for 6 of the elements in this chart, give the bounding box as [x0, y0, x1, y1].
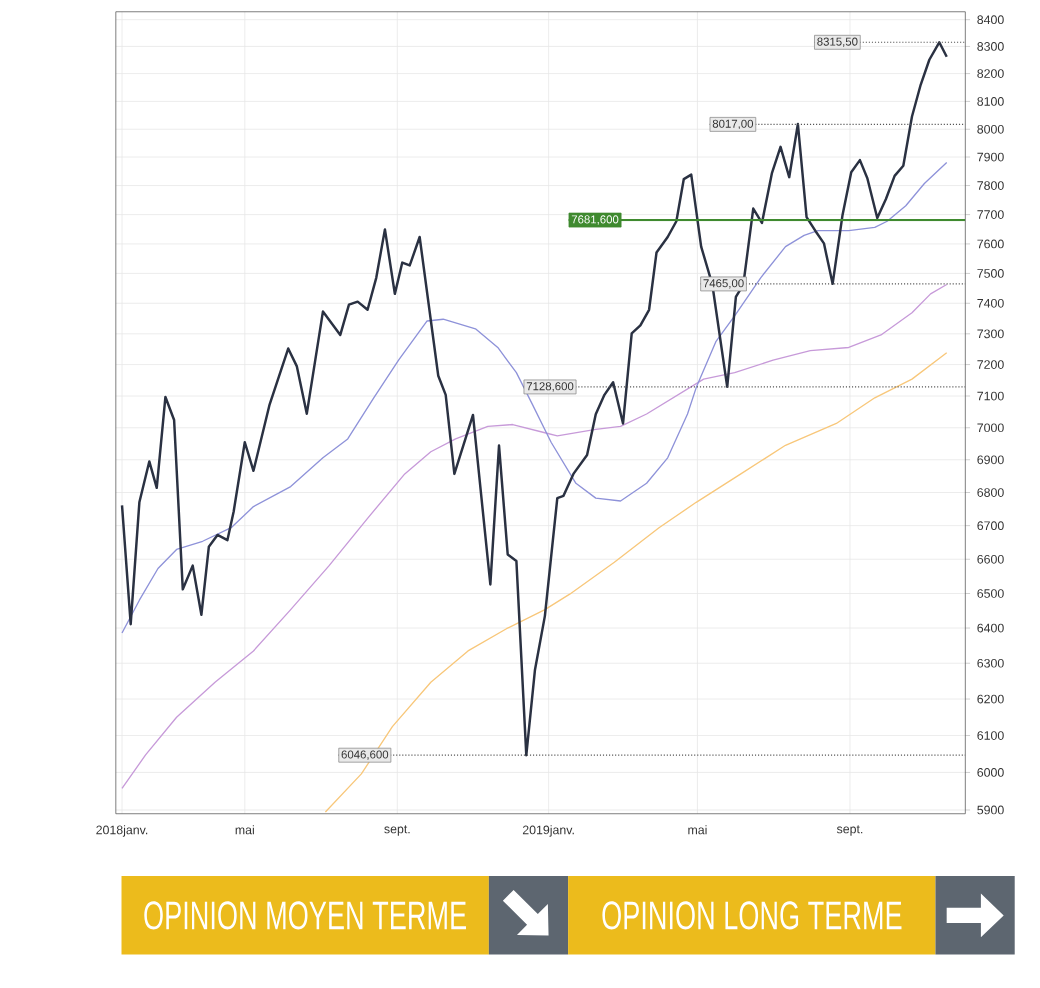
line-series	[121, 283, 948, 790]
text: OPINION LONG TERME	[602, 901, 902, 930]
line-series	[324, 352, 948, 813]
line-series	[120, 40, 948, 757]
line-series	[121, 161, 948, 634]
text: OPINION MOYEN TERME	[144, 901, 466, 930]
